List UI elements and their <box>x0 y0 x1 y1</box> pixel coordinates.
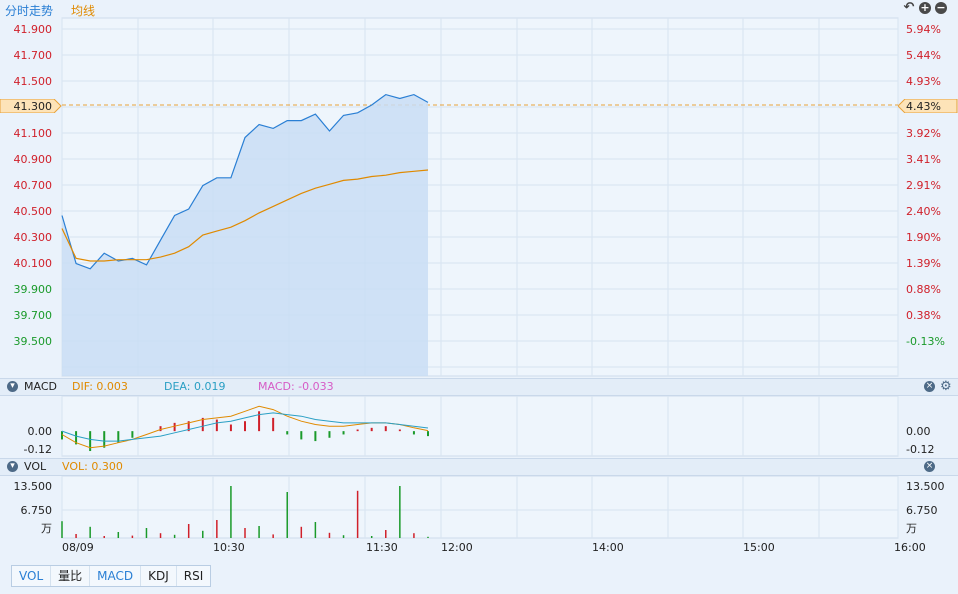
macd-dea-line <box>61 412 429 442</box>
macd-plot-area <box>61 395 899 457</box>
indicator-switcher: VOL 量比 MACD KDJ RSI <box>11 565 212 587</box>
price-tick-left: 41.700 <box>13 49 53 62</box>
price-tick-left: 41.500 <box>13 75 53 88</box>
percent-tick-right: 0.38% <box>906 309 941 322</box>
zoom-out-icon[interactable]: − <box>935 1 947 14</box>
reference-percent-label: 4.43% <box>906 100 941 113</box>
indicator-tab-macd[interactable]: MACD <box>90 566 142 586</box>
price-tick-left: 40.100 <box>13 257 53 270</box>
gear-icon[interactable]: ⚙ <box>940 379 952 394</box>
price-tick-left: 40.900 <box>13 153 53 166</box>
triangle-down-icon[interactable]: ▾ <box>7 461 18 472</box>
time-tick-1400: 14:00 <box>592 541 624 554</box>
time-tick-1500: 15:00 <box>743 541 775 554</box>
macd-axis-zero-left: 0.00 <box>27 425 53 438</box>
percent-tick-right: 0.88% <box>906 283 941 296</box>
percent-tick-right: 1.39% <box>906 257 941 270</box>
close-icon[interactable]: × <box>924 461 935 472</box>
time-tick-date: 08/09 <box>62 541 94 554</box>
price-tick-left: 41.100 <box>13 127 53 140</box>
reference-price-label: 41.300 <box>13 100 53 113</box>
percent-tick-right: 4.93% <box>906 75 941 88</box>
indicator-tab-volume-ratio[interactable]: 量比 <box>51 566 91 586</box>
indicator-tab-kdj[interactable]: KDJ <box>141 566 177 586</box>
macd-value-label: MACD: -0.033 <box>258 380 334 393</box>
macd-panel-header: ▾ MACD DIF: 0.003 DEA: 0.019 MACD: -0.03… <box>0 378 958 396</box>
tab-average-line[interactable]: 均线 <box>71 4 96 18</box>
percent-tick-right: 2.40% <box>906 205 941 218</box>
vol-value-label: VOL: 0.300 <box>62 460 123 473</box>
macd-title: MACD <box>24 380 57 393</box>
percent-tick-right: 2.91% <box>906 179 941 192</box>
vol-axis-mid-right: 6.750 <box>906 504 938 517</box>
time-tick-1200: 12:00 <box>441 541 473 554</box>
price-tick-left: 40.500 <box>13 205 53 218</box>
zoom-in-icon[interactable]: + <box>919 1 931 14</box>
vol-axis-unit-left: 万 <box>41 522 52 535</box>
indicator-tab-vol[interactable]: VOL <box>12 566 52 586</box>
price-tick-left: 39.500 <box>13 335 53 348</box>
price-tick-left: 40.700 <box>13 179 53 192</box>
back-icon[interactable]: ↶ <box>903 0 915 15</box>
percent-tick-right: 5.44% <box>906 49 941 62</box>
price-area-fill <box>62 94 428 376</box>
reference-price-tag: 41.300 <box>0 99 62 113</box>
vol-panel-header: ▾ VOL VOL: 0.300 × <box>0 458 958 476</box>
tab-timeshare[interactable]: 分时走势 <box>5 4 54 18</box>
price-tick-left: 40.300 <box>13 231 53 244</box>
macd-dif-line <box>61 405 429 449</box>
time-tick-1600: 16:00 <box>894 541 926 554</box>
percent-tick-right: 1.90% <box>906 231 941 244</box>
close-icon[interactable]: × <box>924 381 935 392</box>
macd-dif-label: DIF: 0.003 <box>72 380 128 393</box>
vol-axis-max-left: 13.500 <box>13 480 53 493</box>
percent-tick-right: -0.13% <box>906 335 945 348</box>
vol-axis-mid-left: 6.750 <box>20 504 53 517</box>
reference-percent-tag: 4.43% <box>898 99 958 113</box>
percent-tick-right: 3.41% <box>906 153 941 166</box>
indicator-tab-rsi[interactable]: RSI <box>183 569 204 583</box>
percent-tick-right: 3.92% <box>906 127 941 140</box>
vol-title: VOL <box>24 460 47 473</box>
vol-axis-unit-right: 万 <box>906 522 917 535</box>
time-tick-1130: 11:30 <box>366 541 398 554</box>
average-line <box>61 169 429 262</box>
price-tick-left: 39.700 <box>13 309 53 322</box>
macd-axis-neg-right: -0.12 <box>906 443 935 456</box>
vol-plot-area <box>61 475 899 539</box>
macd-dea-label: DEA: 0.019 <box>164 380 226 393</box>
macd-axis-neg-left: -0.12 <box>23 443 52 456</box>
percent-tick-right: 5.94% <box>906 23 941 36</box>
vol-axis-max-right: 13.500 <box>906 480 945 493</box>
macd-axis-zero-right: 0.00 <box>906 425 931 438</box>
price-tick-left: 41.900 <box>13 23 53 36</box>
triangle-down-icon[interactable]: ▾ <box>7 381 18 392</box>
price-tick-left: 39.900 <box>13 283 53 296</box>
time-tick-1030: 10:30 <box>213 541 245 554</box>
